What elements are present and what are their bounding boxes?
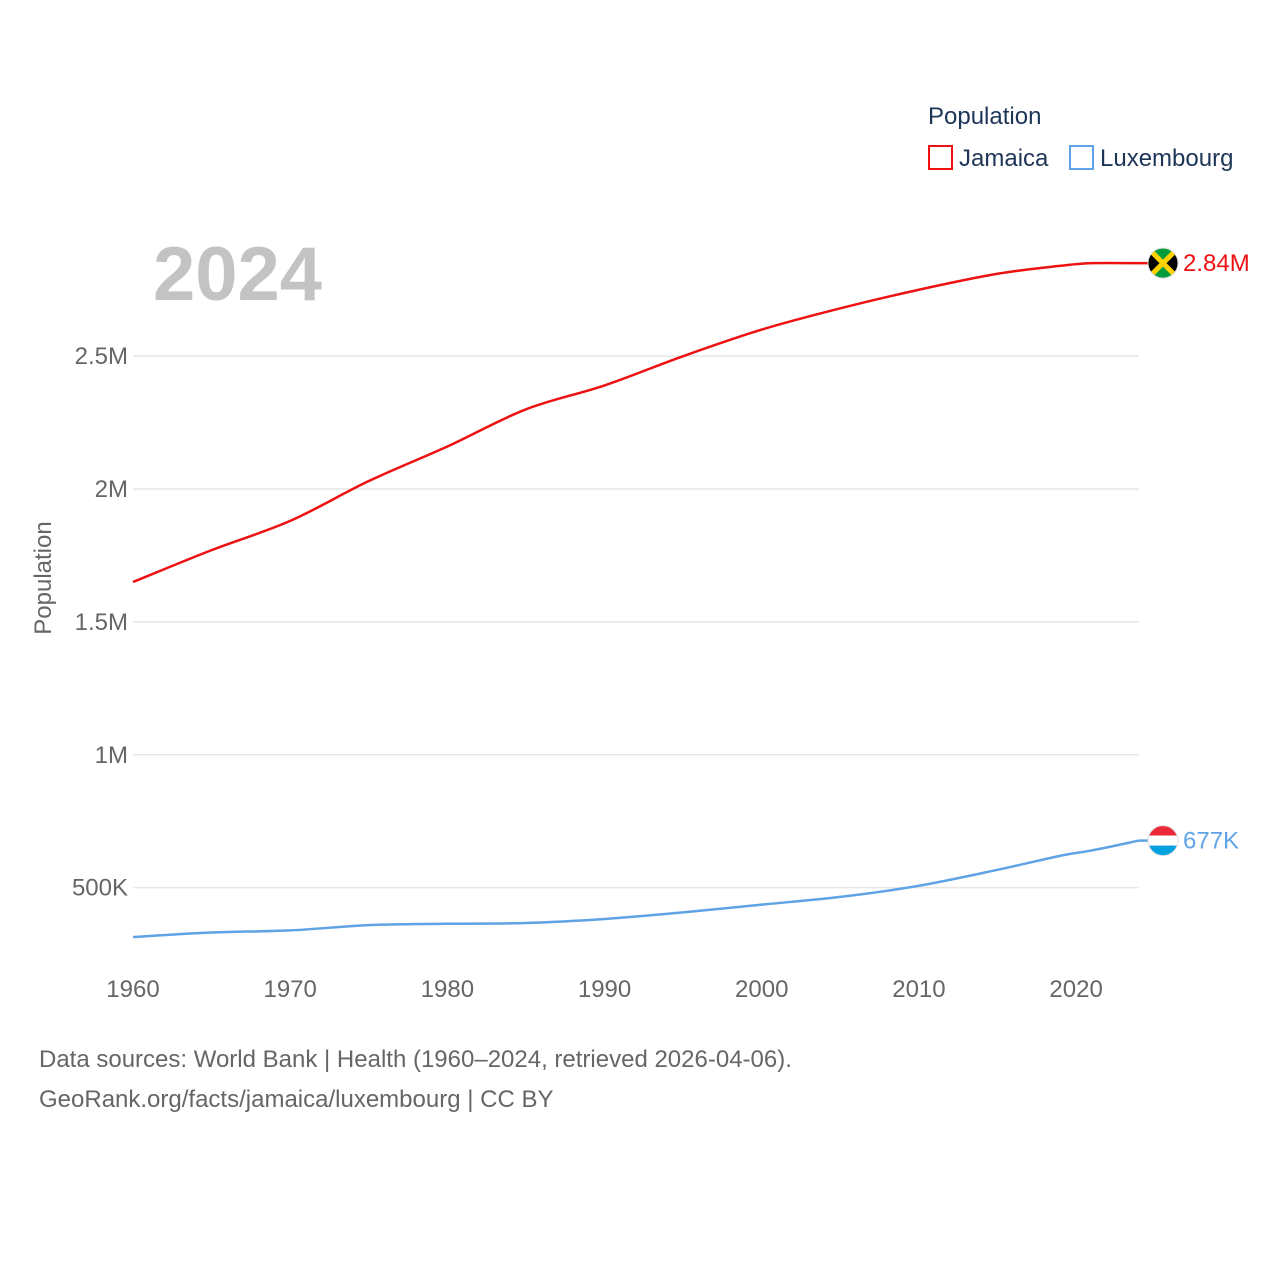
y-tick-label: 500K bbox=[72, 875, 128, 902]
legend-swatch-jamaica[interactable] bbox=[928, 145, 953, 170]
footer-sources: Data sources: World Bank | Health (1960–… bbox=[39, 1046, 792, 1073]
y-tick-label: 2.5M bbox=[75, 343, 128, 370]
x-tick-label: 1970 bbox=[263, 976, 316, 1003]
y-tick-label: 1.5M bbox=[75, 609, 128, 636]
x-tick-label: 2020 bbox=[1049, 976, 1102, 1003]
x-tick-label: 1980 bbox=[421, 976, 474, 1003]
x-tick-label: 1990 bbox=[578, 976, 631, 1003]
x-tick-label: 2000 bbox=[735, 976, 788, 1003]
legend-title: Population bbox=[928, 103, 1041, 130]
series-lines bbox=[132, 261, 1149, 939]
y-tick-label: 1M bbox=[95, 742, 128, 769]
end-value-label-jamaica: 2.84M bbox=[1183, 250, 1250, 277]
luxembourg-flag-icon bbox=[1147, 825, 1179, 857]
gridlines bbox=[133, 355, 1139, 889]
x-axis-ticks: 1960 1970 1980 1990 2000 2010 2020 bbox=[106, 976, 1103, 1003]
end-value-label-luxembourg: 677K bbox=[1183, 828, 1239, 855]
current-year-label: 2024 bbox=[153, 232, 322, 317]
series-end-markers: 2.84M 677K bbox=[1147, 247, 1250, 857]
y-axis-ticks: 500K 1M 1.5M 2M 2.5M bbox=[72, 343, 128, 901]
population-line-chart: 2024 500K 1M 1.5M 2M 2.5M 1960 1970 1980 1990 20… bbox=[30, 103, 1250, 1003]
legend-label-jamaica[interactable]: Jamaica bbox=[959, 145, 1049, 172]
legend-swatch-luxembourg[interactable] bbox=[1069, 145, 1094, 170]
legend: Population Jamaica Luxembourg bbox=[928, 103, 1233, 172]
series-line-luxembourg[interactable] bbox=[132, 839, 1140, 939]
y-tick-label: 2M bbox=[95, 476, 128, 503]
footer-attribution: GeoRank.org/facts/jamaica/luxembourg | C… bbox=[39, 1086, 554, 1113]
x-tick-label: 1960 bbox=[106, 976, 159, 1003]
legend-label-luxembourg[interactable]: Luxembourg bbox=[1100, 145, 1233, 172]
x-tick-label: 2010 bbox=[892, 976, 945, 1003]
y-axis-label: Population bbox=[30, 521, 57, 634]
jamaica-flag-icon bbox=[1147, 247, 1179, 279]
series-line-jamaica[interactable] bbox=[132, 261, 1140, 584]
